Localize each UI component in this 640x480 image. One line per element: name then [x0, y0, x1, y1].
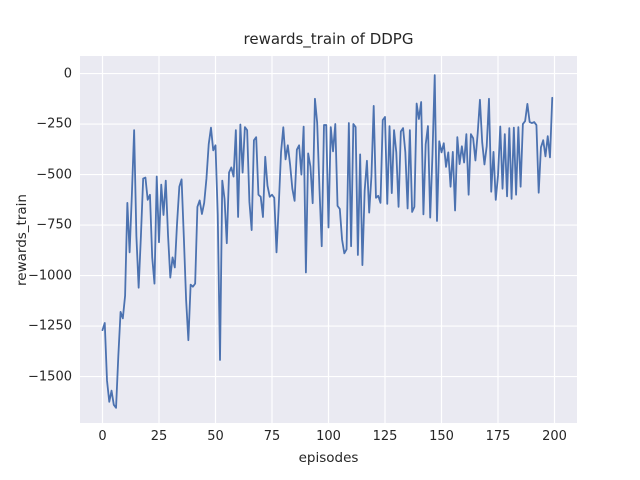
x-tick-label: 150 [429, 429, 454, 444]
y-axis-label: rewards_train [14, 194, 30, 286]
x-axis-label: episodes [298, 450, 359, 466]
y-tick-label: −750 [36, 217, 72, 233]
x-tick-label: 200 [542, 429, 567, 444]
y-tick-label: −500 [36, 167, 72, 183]
x-tick-label: 50 [207, 429, 224, 444]
y-tick-label: 0 [63, 66, 72, 82]
y-tick-label: −1000 [28, 268, 72, 284]
x-tick-label: 175 [485, 429, 511, 444]
y-tick-label: −1500 [28, 369, 72, 385]
y-tick-label: −1250 [28, 318, 72, 334]
x-tick-label: 25 [150, 429, 168, 444]
x-tick-label: 125 [372, 429, 398, 444]
x-tick-label: 75 [263, 429, 281, 444]
rewards-train-line [101, 74, 554, 409]
x-tick-label: 100 [316, 429, 341, 444]
chart-title: rewards_train of DDPG [243, 30, 414, 48]
x-tick-label: 0 [98, 429, 107, 444]
y-tick-label: −250 [36, 116, 72, 132]
